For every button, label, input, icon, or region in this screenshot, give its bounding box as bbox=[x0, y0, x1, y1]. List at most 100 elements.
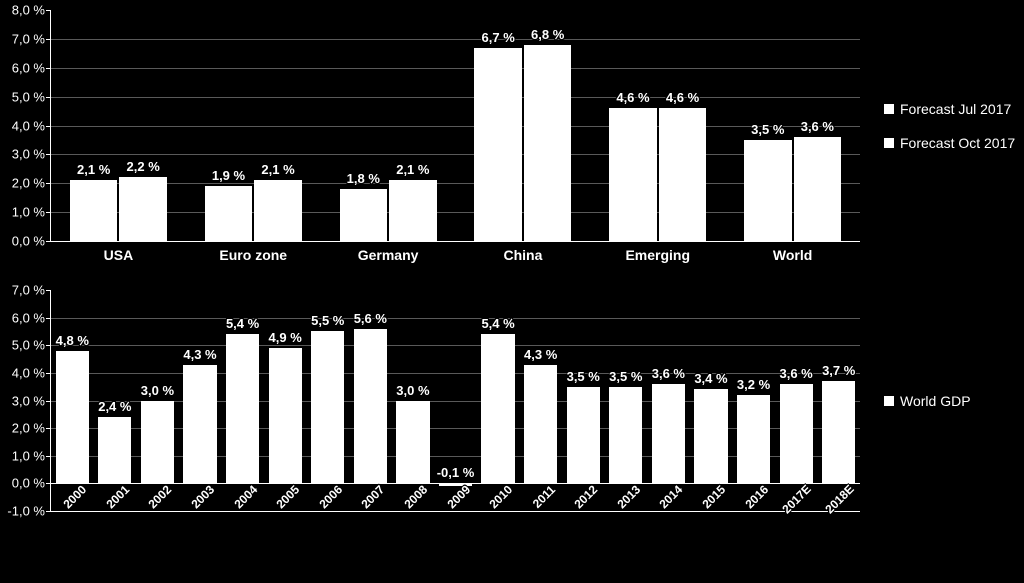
forecast-bar: 2,1 % bbox=[389, 180, 437, 241]
legend-item: Forecast Jul 2017 bbox=[884, 101, 1020, 117]
forecast-legend: Forecast Jul 2017 Forecast Oct 2017 bbox=[860, 10, 1020, 242]
bar-value-label: 3,6 % bbox=[779, 366, 812, 381]
gdp-bar: 5,5 % bbox=[311, 331, 344, 483]
year-label: 2004 bbox=[230, 481, 260, 511]
bar-value-label: 4,3 % bbox=[524, 347, 557, 362]
gdp-bar: 3,4 % bbox=[694, 389, 727, 483]
y-axis-tick: -1,0 % bbox=[7, 504, 51, 519]
gdp-bar: 5,6 % bbox=[354, 329, 387, 484]
gdp-bar: 3,5 % bbox=[567, 387, 600, 484]
category-label: USA bbox=[104, 241, 134, 263]
gdp-bar: 3,7 % bbox=[822, 381, 855, 483]
year-label: 2011 bbox=[528, 482, 558, 512]
bar-value-label: 3,5 % bbox=[751, 122, 784, 137]
gdp-bar: 5,4 % bbox=[226, 334, 259, 483]
bar-value-label: 3,2 % bbox=[737, 377, 770, 392]
gdp-bar: 3,0 % bbox=[141, 401, 174, 484]
world-gdp-chart-row: -1,0 %0,0 %1,0 %2,0 %3,0 %4,0 %5,0 %6,0 … bbox=[0, 280, 1024, 570]
year-label: 2005 bbox=[272, 481, 302, 511]
forecast-plot-area: 0,0 %1,0 %2,0 %3,0 %4,0 %5,0 %6,0 %7,0 %… bbox=[50, 10, 860, 242]
year-label: 2000 bbox=[59, 481, 89, 511]
year-label: 2007 bbox=[357, 481, 387, 511]
gdp-bar: 5,4 % bbox=[481, 334, 514, 483]
gdp-bar: 3,6 % bbox=[652, 384, 685, 483]
year-label: 2001 bbox=[102, 481, 132, 511]
bar-value-label: 1,8 % bbox=[347, 171, 380, 186]
year-label: 2014 bbox=[655, 481, 685, 511]
category-label: World bbox=[773, 241, 812, 263]
category-label: China bbox=[503, 241, 542, 263]
bar-value-label: 2,4 % bbox=[98, 399, 131, 414]
bar-value-label: 5,4 % bbox=[481, 316, 514, 331]
bar-value-label: 3,6 % bbox=[652, 366, 685, 381]
bar-value-label: 4,8 % bbox=[56, 333, 89, 348]
legend-item: World GDP bbox=[884, 393, 1020, 409]
legend-label: Forecast Jul 2017 bbox=[900, 101, 1011, 117]
forecast-bar: 2,2 % bbox=[119, 177, 167, 241]
bar-value-label: 2,2 % bbox=[127, 159, 160, 174]
bar-value-label: 5,4 % bbox=[226, 316, 259, 331]
forecast-bar: 3,5 % bbox=[744, 140, 792, 241]
bar-value-label: 5,6 % bbox=[354, 311, 387, 326]
legend-swatch bbox=[884, 396, 894, 406]
bar-value-label: 3,0 % bbox=[396, 383, 429, 398]
bar-value-label: 5,5 % bbox=[311, 313, 344, 328]
year-label: 2002 bbox=[144, 481, 174, 511]
year-label: 2012 bbox=[570, 481, 600, 511]
gdp-bar: 4,3 % bbox=[524, 365, 557, 484]
gdp-bar: 4,9 % bbox=[269, 348, 302, 483]
forecast-bar: 2,1 % bbox=[254, 180, 302, 241]
bar-value-label: 4,9 % bbox=[269, 330, 302, 345]
bar-value-label: 2,1 % bbox=[396, 162, 429, 177]
legend-label: World GDP bbox=[900, 393, 971, 409]
gdp-bar: 4,8 % bbox=[56, 351, 89, 484]
category-label: Euro zone bbox=[219, 241, 287, 263]
forecast-bar: 2,1 % bbox=[70, 180, 118, 241]
bar-value-label: 4,6 % bbox=[616, 90, 649, 105]
bar-value-label: 2,1 % bbox=[261, 162, 294, 177]
year-label: 2003 bbox=[187, 481, 217, 511]
forecast-bar: 6,8 % bbox=[524, 45, 572, 241]
year-label: 2006 bbox=[315, 481, 345, 511]
legend-swatch bbox=[884, 104, 894, 114]
forecast-chart-row: 0,0 %1,0 %2,0 %3,0 %4,0 %5,0 %6,0 %7,0 %… bbox=[0, 0, 1024, 280]
bar-value-label: 2,1 % bbox=[77, 162, 110, 177]
bar-value-label: 3,5 % bbox=[567, 369, 600, 384]
bar-value-label: 3,5 % bbox=[609, 369, 642, 384]
category-label: Emerging bbox=[625, 241, 690, 263]
forecast-bar: 3,6 % bbox=[794, 137, 842, 241]
world-gdp-legend: World GDP bbox=[860, 290, 1020, 512]
bar-value-label: 3,0 % bbox=[141, 383, 174, 398]
legend-item: Forecast Oct 2017 bbox=[884, 135, 1020, 151]
forecast-bar: 4,6 % bbox=[659, 108, 707, 241]
year-label: 2013 bbox=[613, 481, 643, 511]
gdp-bar: 3,2 % bbox=[737, 395, 770, 483]
bar-value-label: 6,7 % bbox=[482, 30, 515, 45]
legend-swatch bbox=[884, 138, 894, 148]
forecast-bar: 1,9 % bbox=[205, 186, 253, 241]
bar-value-label: 1,9 % bbox=[212, 168, 245, 183]
gdp-bar: 3,6 % bbox=[780, 384, 813, 483]
gdp-bar: 3,0 % bbox=[396, 401, 429, 484]
forecast-bar: 1,8 % bbox=[340, 189, 388, 241]
bar-value-label: 6,8 % bbox=[531, 27, 564, 42]
year-label: 2018E bbox=[821, 481, 857, 517]
year-label: 2015 bbox=[698, 481, 728, 511]
year-label: 2017E bbox=[778, 481, 814, 517]
bar-value-label: 4,3 % bbox=[183, 347, 216, 362]
bar-value-label: 4,6 % bbox=[666, 90, 699, 105]
year-label: 2008 bbox=[400, 481, 430, 511]
year-label: 2010 bbox=[485, 481, 515, 511]
forecast-bar: 6,7 % bbox=[474, 48, 522, 241]
gdp-bar: 2,4 % bbox=[98, 417, 131, 483]
legend-label: Forecast Oct 2017 bbox=[900, 135, 1015, 151]
year-label: 2016 bbox=[741, 481, 771, 511]
bar-value-label: 3,7 % bbox=[822, 363, 855, 378]
category-label: Germany bbox=[358, 241, 419, 263]
gdp-bar: 3,5 % bbox=[609, 387, 642, 484]
world-gdp-plot-area: -1,0 %0,0 %1,0 %2,0 %3,0 %4,0 %5,0 %6,0 … bbox=[50, 290, 860, 512]
bar-value-label: -0,1 % bbox=[437, 465, 475, 480]
gdp-bar: 4,3 % bbox=[183, 365, 216, 484]
bar-value-label: 3,6 % bbox=[801, 119, 834, 134]
forecast-bar: 4,6 % bbox=[609, 108, 657, 241]
